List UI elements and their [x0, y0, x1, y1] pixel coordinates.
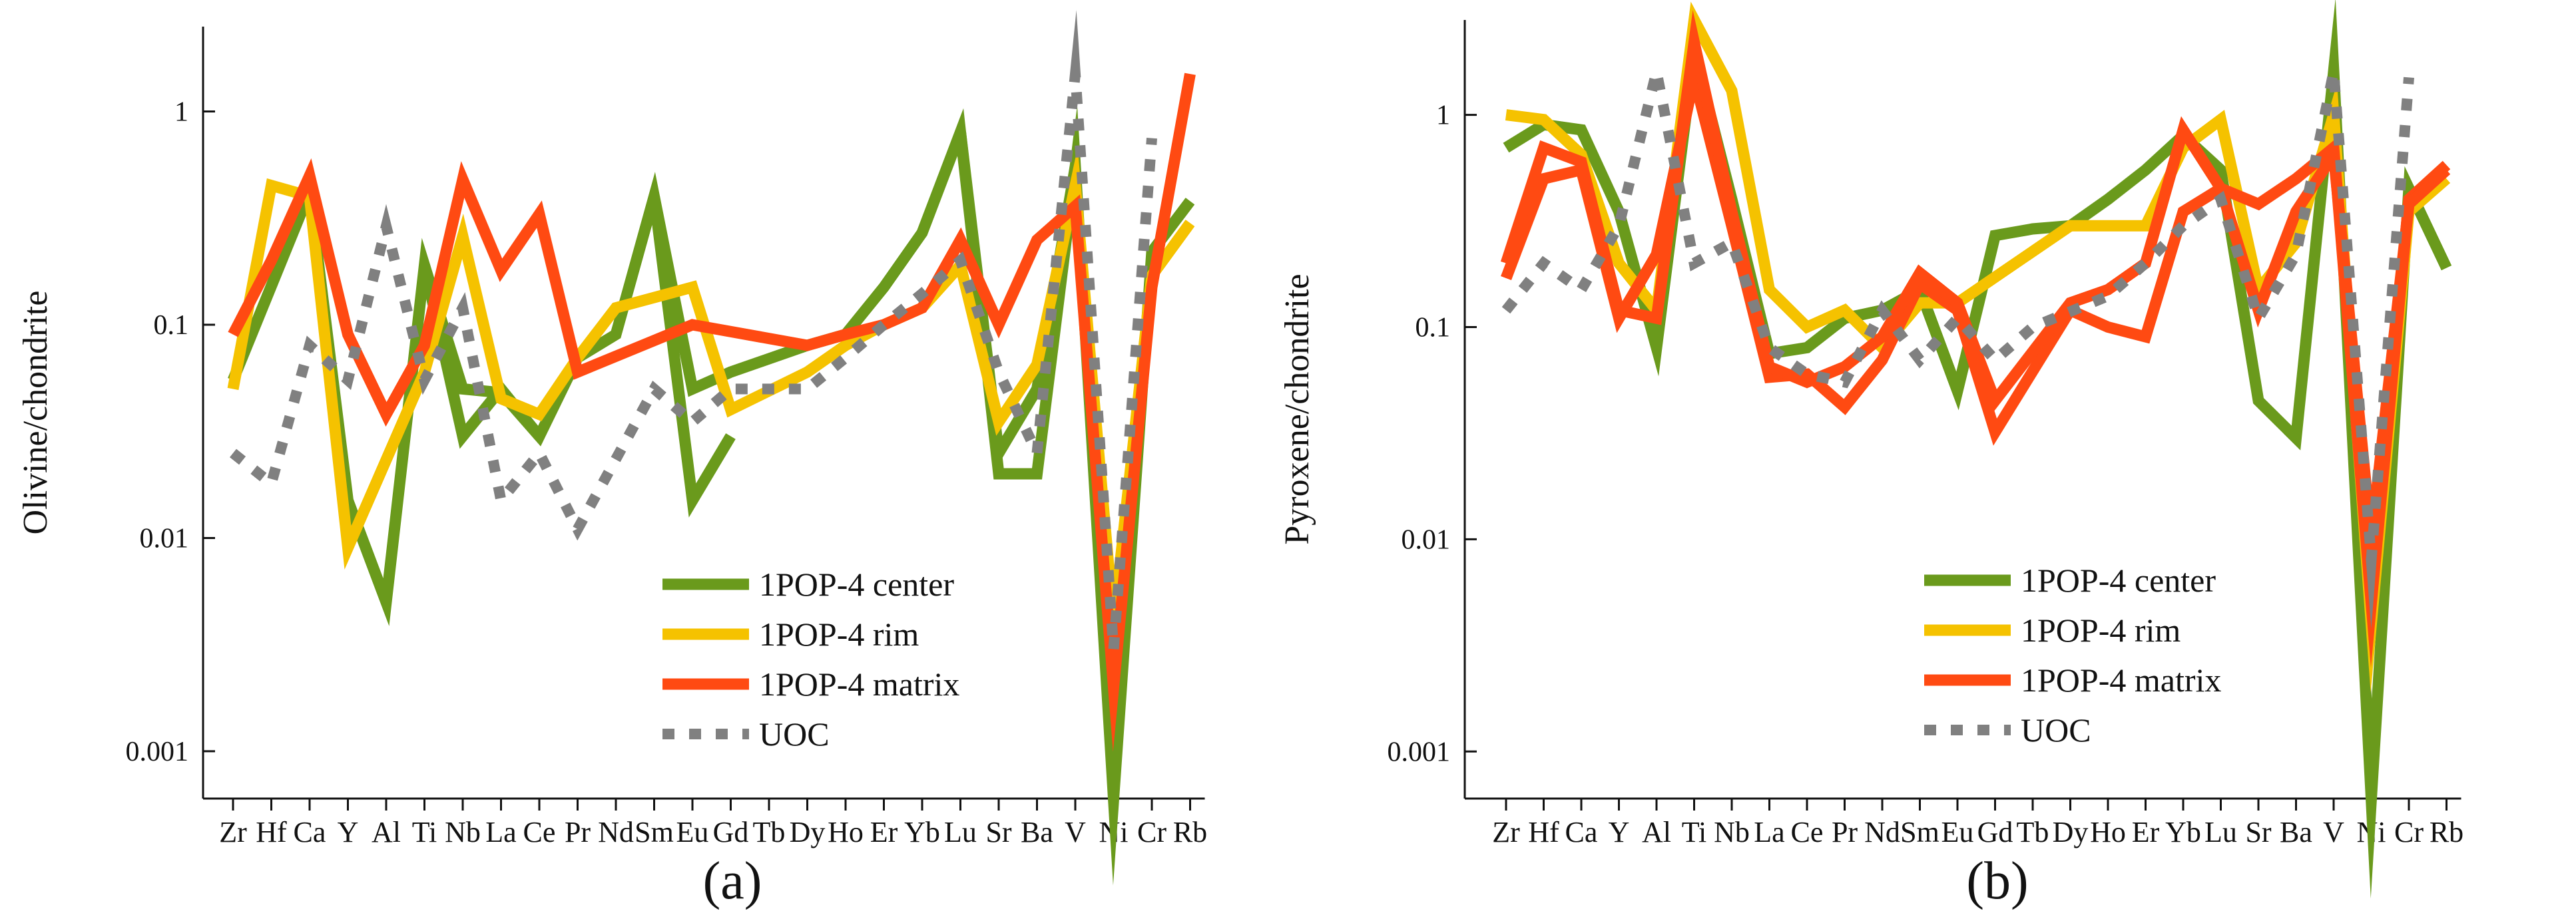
- x-tick-label-hf: Hf: [256, 816, 287, 848]
- x-tick-label-cr: Cr: [1137, 816, 1166, 848]
- x-tick-label-nd: Nd: [1864, 816, 1900, 848]
- x-tick-label-rb: Rb: [1173, 816, 1207, 848]
- x-tick-label-er: Er: [870, 816, 898, 848]
- series-uoc: [230, 10, 1157, 725]
- x-tick-label-lu: Lu: [944, 816, 977, 848]
- x-tick-label-dy: Dy: [2053, 816, 2089, 848]
- legend-label: UOC: [759, 715, 830, 753]
- chart-panel-b: 1 0.1 0.01 0.001 Zr Hf Ca Y Al Ti Nb La Ce Pr Nd Sm Eu Gd…: [1278, 0, 2463, 910]
- x-tick-label-nd: Nd: [598, 816, 634, 848]
- x-tick-label-ba: Ba: [1021, 816, 1053, 848]
- y-tick-label: 0.1: [154, 310, 189, 341]
- x-tick-label-ca: Ca: [294, 816, 326, 848]
- x-tick-label-gd: Gd: [713, 816, 749, 848]
- legend-label: 1POP-4 center: [2021, 562, 2216, 599]
- series-line: [1501, 33, 2414, 629]
- y-tick-label: 0.01: [1402, 524, 1451, 555]
- y-tick-label: 0.001: [1388, 737, 1451, 767]
- legend: 1POP-4 center 1POP-4 rim 1POP-4 matrix UOC: [1924, 562, 2221, 749]
- x-tick-label-ca: Ca: [1565, 816, 1598, 848]
- x-tick-label-rb: Rb: [2430, 816, 2463, 848]
- x-tick-label-y: Y: [338, 816, 359, 848]
- x-tick-label-ti: Ti: [1682, 816, 1707, 848]
- x-tick-label-ho: Ho: [828, 816, 864, 848]
- x-tick-label-ce: Ce: [1791, 816, 1824, 848]
- series-line: [228, 73, 1196, 752]
- y-tick-label: 0.001: [126, 737, 189, 767]
- x-tick-label-la: La: [1754, 816, 1784, 848]
- x-tick-label-hf: Hf: [1528, 816, 1559, 848]
- series-line: [227, 147, 1195, 681]
- x-tick-label-v: V: [2323, 816, 2344, 848]
- x-tick-label-nb: Nb: [445, 816, 481, 848]
- legend: 1POP-4 center 1POP-4 rim 1POP-4 matrix UOC: [662, 566, 959, 753]
- x-tick-label-al: Al: [372, 816, 401, 848]
- panel-label: (a): [703, 852, 762, 910]
- panel-label: (b): [1966, 852, 2028, 910]
- x-tick-label-ba: Ba: [2280, 816, 2312, 848]
- legend-label: 1POP-4 center: [759, 566, 954, 603]
- series-1pop-4-matrix: [1500, 10, 2451, 668]
- x-tick-label-yb: Yb: [2165, 816, 2201, 848]
- x-tick-label-sm: Sm: [1900, 816, 1939, 848]
- x-tick-label-al: Al: [1642, 816, 1671, 848]
- x-tick-label-yb: Yb: [904, 816, 940, 848]
- x-tick-label-cr: Cr: [2394, 816, 2424, 848]
- x-tick-label-y: Y: [1609, 816, 1630, 848]
- x-tick-label-ho: Ho: [2090, 816, 2126, 848]
- series-1pop-4-rim: [227, 147, 1195, 681]
- y-tick-label: 1: [174, 97, 188, 128]
- x-tick-label-tb: Tb: [753, 816, 786, 848]
- x-tick-label-ce: Ce: [523, 816, 556, 848]
- x-tick-label-zr: Zr: [1492, 816, 1520, 848]
- x-tick-label-v: V: [1065, 816, 1086, 848]
- x-tick-label-eu: Eu: [1941, 816, 1974, 848]
- legend-label: 1POP-4 matrix: [2021, 661, 2221, 699]
- x-tick-label-pr: Pr: [1832, 816, 1858, 848]
- x-tick-label-eu: Eu: [676, 816, 709, 848]
- series-1pop-4-matrix: [228, 73, 1196, 752]
- series-line: [1500, 10, 2451, 594]
- x-tick-label-tb: Tb: [2017, 816, 2049, 848]
- x-tick-label-ti: Ti: [412, 816, 437, 848]
- legend-label: 1POP-4 rim: [759, 616, 919, 653]
- legend-label: 1POP-4 matrix: [759, 665, 959, 703]
- x-tick-label-sr: Sr: [985, 816, 1011, 848]
- x-tick-label-zr: Zr: [219, 816, 247, 848]
- x-tick-label-sm: Sm: [635, 816, 674, 848]
- series-uoc: [1501, 33, 2414, 629]
- x-tick-label-dy: Dy: [790, 816, 826, 848]
- y-tick-label: 1: [1436, 100, 1450, 131]
- y-axis-title: Pyroxene/chondrite: [1278, 274, 1316, 544]
- x-tick-label-er: Er: [2132, 816, 2160, 848]
- series-line: [230, 10, 1157, 725]
- legend-label: UOC: [2021, 711, 2091, 749]
- chart-panel-a: 1 0.1 0.01 0.001 Zr Hf Ca Y Al Ti Nb La Ce Pr Nd Sm Eu Gd…: [17, 10, 1207, 910]
- x-tick-label-lu: Lu: [2204, 816, 2237, 848]
- y-tick-label: 0.01: [140, 523, 189, 554]
- x-tick-label-nb: Nb: [1714, 816, 1750, 848]
- x-tick-label-sr: Sr: [2245, 816, 2271, 848]
- y-tick-label: 0.1: [1416, 312, 1451, 343]
- x-tick-label-la: La: [485, 816, 516, 848]
- x-tick-label-pr: Pr: [565, 816, 591, 848]
- y-axis-title: Olivine/chondrite: [17, 291, 55, 535]
- legend-label: 1POP-4 rim: [2021, 612, 2181, 649]
- x-tick-label-gd: Gd: [1977, 816, 2013, 848]
